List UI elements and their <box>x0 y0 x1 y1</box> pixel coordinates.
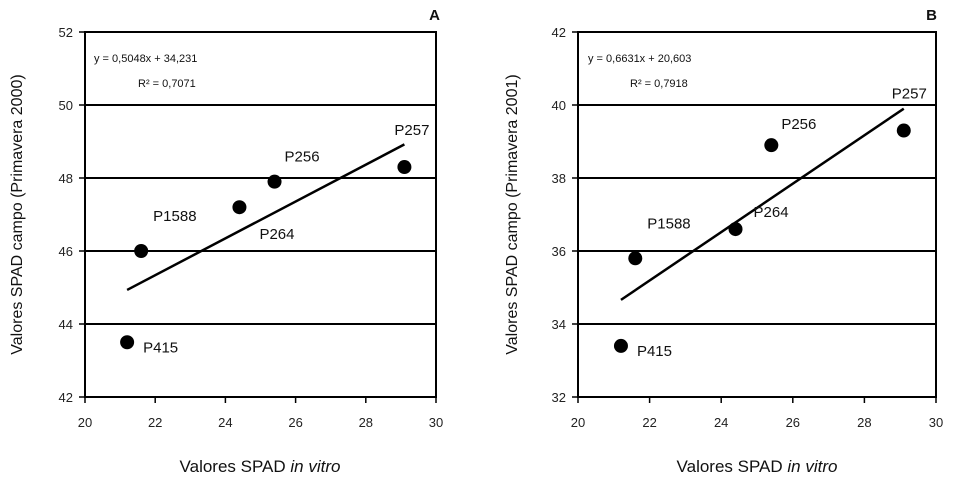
data-point-p264 <box>728 222 743 237</box>
x-tick-label: 20 <box>78 415 92 430</box>
trend-line <box>620 107 905 301</box>
r-squared-label: R² = 0,7071 <box>138 78 196 90</box>
plot-frame <box>577 31 937 398</box>
y-tick-label: 42 <box>552 25 566 40</box>
chart-panel-b: 32 34 36 38 40 42 20 22 24 26 28 30 P415 P1588 P264 P25… <box>504 7 943 476</box>
x-tick-label: 26 <box>288 415 302 430</box>
point-label-p264: P264 <box>754 204 789 221</box>
y-axis-label: Valores SPAD campo (Primavera 2000) <box>9 74 26 354</box>
x-tick-label: 24 <box>714 415 728 430</box>
y-tick-label: 48 <box>59 171 73 186</box>
x-tick-label: 20 <box>571 415 585 430</box>
x-tick-label: 24 <box>218 415 232 430</box>
point-label-p1588: P1588 <box>153 208 196 225</box>
point-label-p415: P415 <box>143 339 178 356</box>
x-tick-label: 28 <box>359 415 373 430</box>
r-squared-label: R² = 0,7918 <box>630 78 688 90</box>
y-tick-label: 52 <box>59 25 73 40</box>
x-tick-label: 26 <box>786 415 800 430</box>
panel-label: B <box>926 7 937 24</box>
y-tick-label: 46 <box>59 244 73 259</box>
plot-frame <box>84 31 437 398</box>
chart-panel-a: 42 44 46 48 50 52 20 22 24 26 28 30 P415 P1588 P264 P25… <box>9 7 443 476</box>
panel-label: A <box>429 7 440 24</box>
data-point-p415 <box>120 335 135 350</box>
data-point-p256 <box>267 174 282 189</box>
x-tick-label: 22 <box>148 415 162 430</box>
data-point-p257 <box>896 123 911 138</box>
data-point-p1588 <box>628 251 643 266</box>
point-label-p1588: P1588 <box>647 215 690 232</box>
x-tick-label: 30 <box>929 415 943 430</box>
y-tick-label: 50 <box>59 98 73 113</box>
y-axis-label: Valores SPAD campo (Primavera 2001) <box>504 74 521 354</box>
point-label-p256: P256 <box>781 116 816 133</box>
regression-equation: y = 0,6631x + 20,603 <box>588 53 691 65</box>
trend-line <box>126 143 405 292</box>
y-tick-label: 40 <box>552 98 566 113</box>
regression-equation: y = 0,5048x + 34,231 <box>94 53 197 65</box>
x-tick-label: 30 <box>429 415 443 430</box>
data-point-p1588 <box>134 244 149 258</box>
point-label-p415: P415 <box>637 343 672 360</box>
x-axis-label: Valores SPAD in vitro <box>677 457 838 476</box>
data-point-p257 <box>397 160 412 175</box>
data-point-p415 <box>613 338 628 353</box>
x-tick-label: 28 <box>857 415 871 430</box>
point-label-p264: P264 <box>259 226 294 243</box>
y-tick-label: 38 <box>552 171 566 186</box>
y-tick-label: 42 <box>59 390 73 405</box>
data-point-p264 <box>232 200 247 215</box>
point-label-p256: P256 <box>285 149 320 166</box>
y-tick-label: 36 <box>552 244 566 259</box>
data-point-p256 <box>764 138 779 153</box>
x-tick-label: 22 <box>642 415 656 430</box>
y-tick-label: 44 <box>59 317 73 332</box>
y-tick-label: 34 <box>552 317 566 332</box>
y-tick-label: 32 <box>552 390 566 405</box>
x-axis-label: Valores SPAD in vitro <box>180 457 341 476</box>
point-label-p257: P257 <box>394 122 429 139</box>
point-label-p257: P257 <box>892 86 927 103</box>
